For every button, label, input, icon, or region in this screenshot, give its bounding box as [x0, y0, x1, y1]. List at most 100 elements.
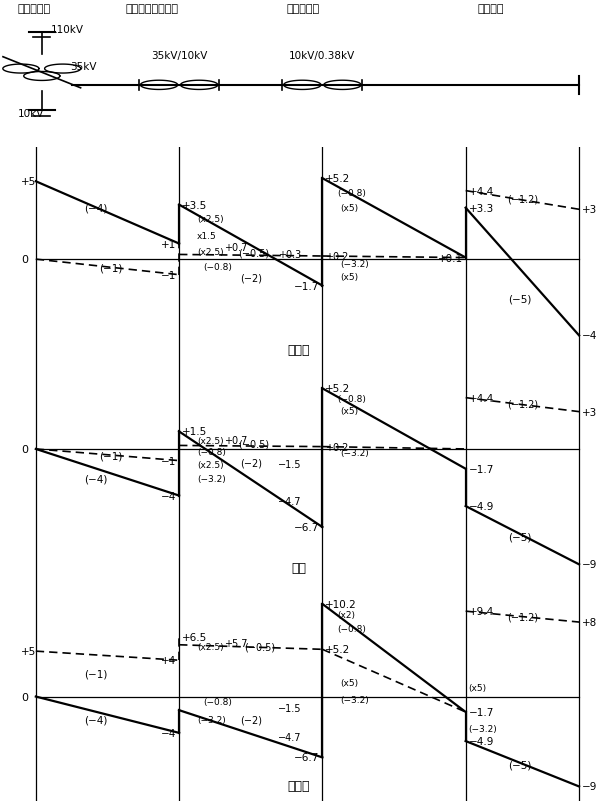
Text: (−2): (−2) [240, 715, 261, 724]
Text: (−3.2): (−3.2) [197, 715, 226, 724]
Text: 不调压: 不调压 [287, 779, 310, 793]
Text: (−1.2): (−1.2) [507, 194, 538, 204]
Text: (−3.2): (−3.2) [469, 724, 497, 733]
Text: −1.5: −1.5 [278, 703, 301, 713]
Text: −4.9: −4.9 [469, 736, 494, 746]
Text: 10kV: 10kV [18, 109, 44, 119]
Text: +10.2: +10.2 [325, 599, 357, 609]
Text: (−4): (−4) [84, 715, 107, 724]
Text: (−5): (−5) [507, 532, 531, 542]
Text: +3.3: +3.3 [469, 203, 494, 214]
Text: (−0.5): (−0.5) [244, 642, 275, 652]
Text: (−4): (−4) [84, 203, 107, 214]
Text: (−3.2): (−3.2) [340, 260, 369, 269]
Text: 稳压: 稳压 [291, 561, 306, 575]
Text: (−0.8): (−0.8) [337, 624, 366, 633]
Text: −4.9: −4.9 [582, 331, 597, 341]
Text: +1.5: +1.5 [182, 427, 207, 437]
Text: 区域变电所: 区域变电所 [18, 5, 51, 14]
Text: +3.2: +3.2 [582, 407, 597, 417]
Text: (x5): (x5) [340, 406, 358, 415]
Text: (−5): (−5) [507, 294, 531, 304]
Text: 逆调压: 逆调压 [287, 344, 310, 357]
Text: +3.2: +3.2 [582, 205, 597, 215]
Text: −4: −4 [161, 491, 176, 501]
Text: +0.2: +0.2 [325, 442, 349, 452]
Text: (−1): (−1) [84, 669, 107, 679]
Text: (−0.8): (−0.8) [337, 395, 366, 404]
Text: (x2.5): (x2.5) [197, 642, 224, 651]
Text: +5.2: +5.2 [325, 174, 350, 184]
Text: +5: +5 [20, 177, 36, 187]
Text: +3.5: +3.5 [182, 201, 207, 210]
Text: (−1.2): (−1.2) [507, 399, 538, 409]
Text: −4: −4 [161, 728, 176, 738]
Text: 110kV: 110kV [51, 25, 84, 35]
Text: (x2.5): (x2.5) [197, 437, 224, 446]
Text: 0: 0 [21, 444, 29, 454]
Text: +4: +4 [161, 655, 176, 666]
Text: +5: +5 [20, 646, 36, 656]
Text: x1.5: x1.5 [197, 232, 217, 241]
Text: −4.9: −4.9 [469, 501, 494, 512]
Text: (−0.5): (−0.5) [238, 439, 269, 449]
Text: 0: 0 [21, 691, 29, 702]
Text: +6.5: +6.5 [182, 633, 207, 642]
Text: (−3.2): (−3.2) [197, 474, 226, 483]
Text: 10kV/0.38kV: 10kV/0.38kV [290, 51, 355, 61]
Text: +0.3: +0.3 [278, 250, 301, 259]
Text: (−3.2): (−3.2) [340, 695, 369, 704]
Text: −4.7: −4.7 [278, 497, 301, 507]
Text: (x5): (x5) [469, 683, 487, 692]
Text: −1.7: −1.7 [469, 464, 494, 474]
Text: +0.7: +0.7 [224, 243, 248, 253]
Text: (x2.5): (x2.5) [197, 460, 224, 469]
Text: (x2): (x2) [337, 610, 355, 620]
Text: +4.4: +4.4 [469, 393, 494, 403]
Text: 用电设备: 用电设备 [478, 5, 504, 14]
Text: (x5): (x5) [340, 204, 358, 213]
Text: 工厂总降压变电所: 工厂总降压变电所 [125, 5, 179, 14]
Text: 35kV: 35kV [70, 62, 97, 71]
Text: (−0.8): (−0.8) [337, 189, 366, 198]
Text: (−0.8): (−0.8) [197, 448, 226, 457]
Text: (x2.5): (x2.5) [197, 215, 224, 224]
Text: (−2): (−2) [240, 458, 261, 468]
Text: −1.7: −1.7 [294, 281, 319, 291]
Text: 0: 0 [21, 255, 29, 265]
Text: (−1): (−1) [99, 450, 122, 461]
Text: (−0.8): (−0.8) [203, 698, 232, 707]
Text: +0.2: +0.2 [325, 251, 349, 262]
Text: −6.7: −6.7 [294, 523, 319, 532]
Text: −1.5: −1.5 [278, 459, 301, 470]
Text: −1.7: −1.7 [469, 707, 494, 717]
Text: +4.4: +4.4 [469, 186, 494, 197]
Text: (x5): (x5) [340, 679, 358, 687]
Text: +5.7: +5.7 [224, 638, 248, 649]
Text: −1: −1 [161, 456, 176, 466]
Text: −4.7: −4.7 [278, 732, 301, 743]
Text: (x5): (x5) [340, 272, 358, 281]
Text: (−4): (−4) [84, 474, 107, 483]
Text: (−5): (−5) [507, 760, 531, 770]
Text: (−3.2): (−3.2) [340, 448, 369, 458]
Text: (−0.8): (−0.8) [203, 263, 232, 272]
Text: +5.2: +5.2 [325, 384, 350, 393]
Text: +1: +1 [161, 239, 176, 249]
Text: +0.7: +0.7 [224, 436, 248, 446]
Text: 35kV/10kV: 35kV/10kV [151, 51, 207, 61]
Text: +0.1: +0.1 [438, 253, 463, 263]
Text: +5.2: +5.2 [325, 645, 350, 654]
Text: −9.9: −9.9 [582, 781, 597, 792]
Text: −9.9: −9.9 [582, 560, 597, 569]
Text: (−1): (−1) [99, 263, 122, 273]
Text: (x2.5): (x2.5) [197, 247, 224, 256]
Text: +8.2: +8.2 [582, 618, 597, 627]
Text: +9.4: +9.4 [469, 606, 494, 617]
Text: −6.7: −6.7 [294, 752, 319, 763]
Text: (−1.2): (−1.2) [507, 611, 538, 622]
Text: −1: −1 [161, 271, 176, 280]
Text: (−0.5): (−0.5) [238, 248, 269, 258]
Text: 车间变电所: 车间变电所 [287, 5, 319, 14]
Text: (−2): (−2) [240, 273, 261, 283]
